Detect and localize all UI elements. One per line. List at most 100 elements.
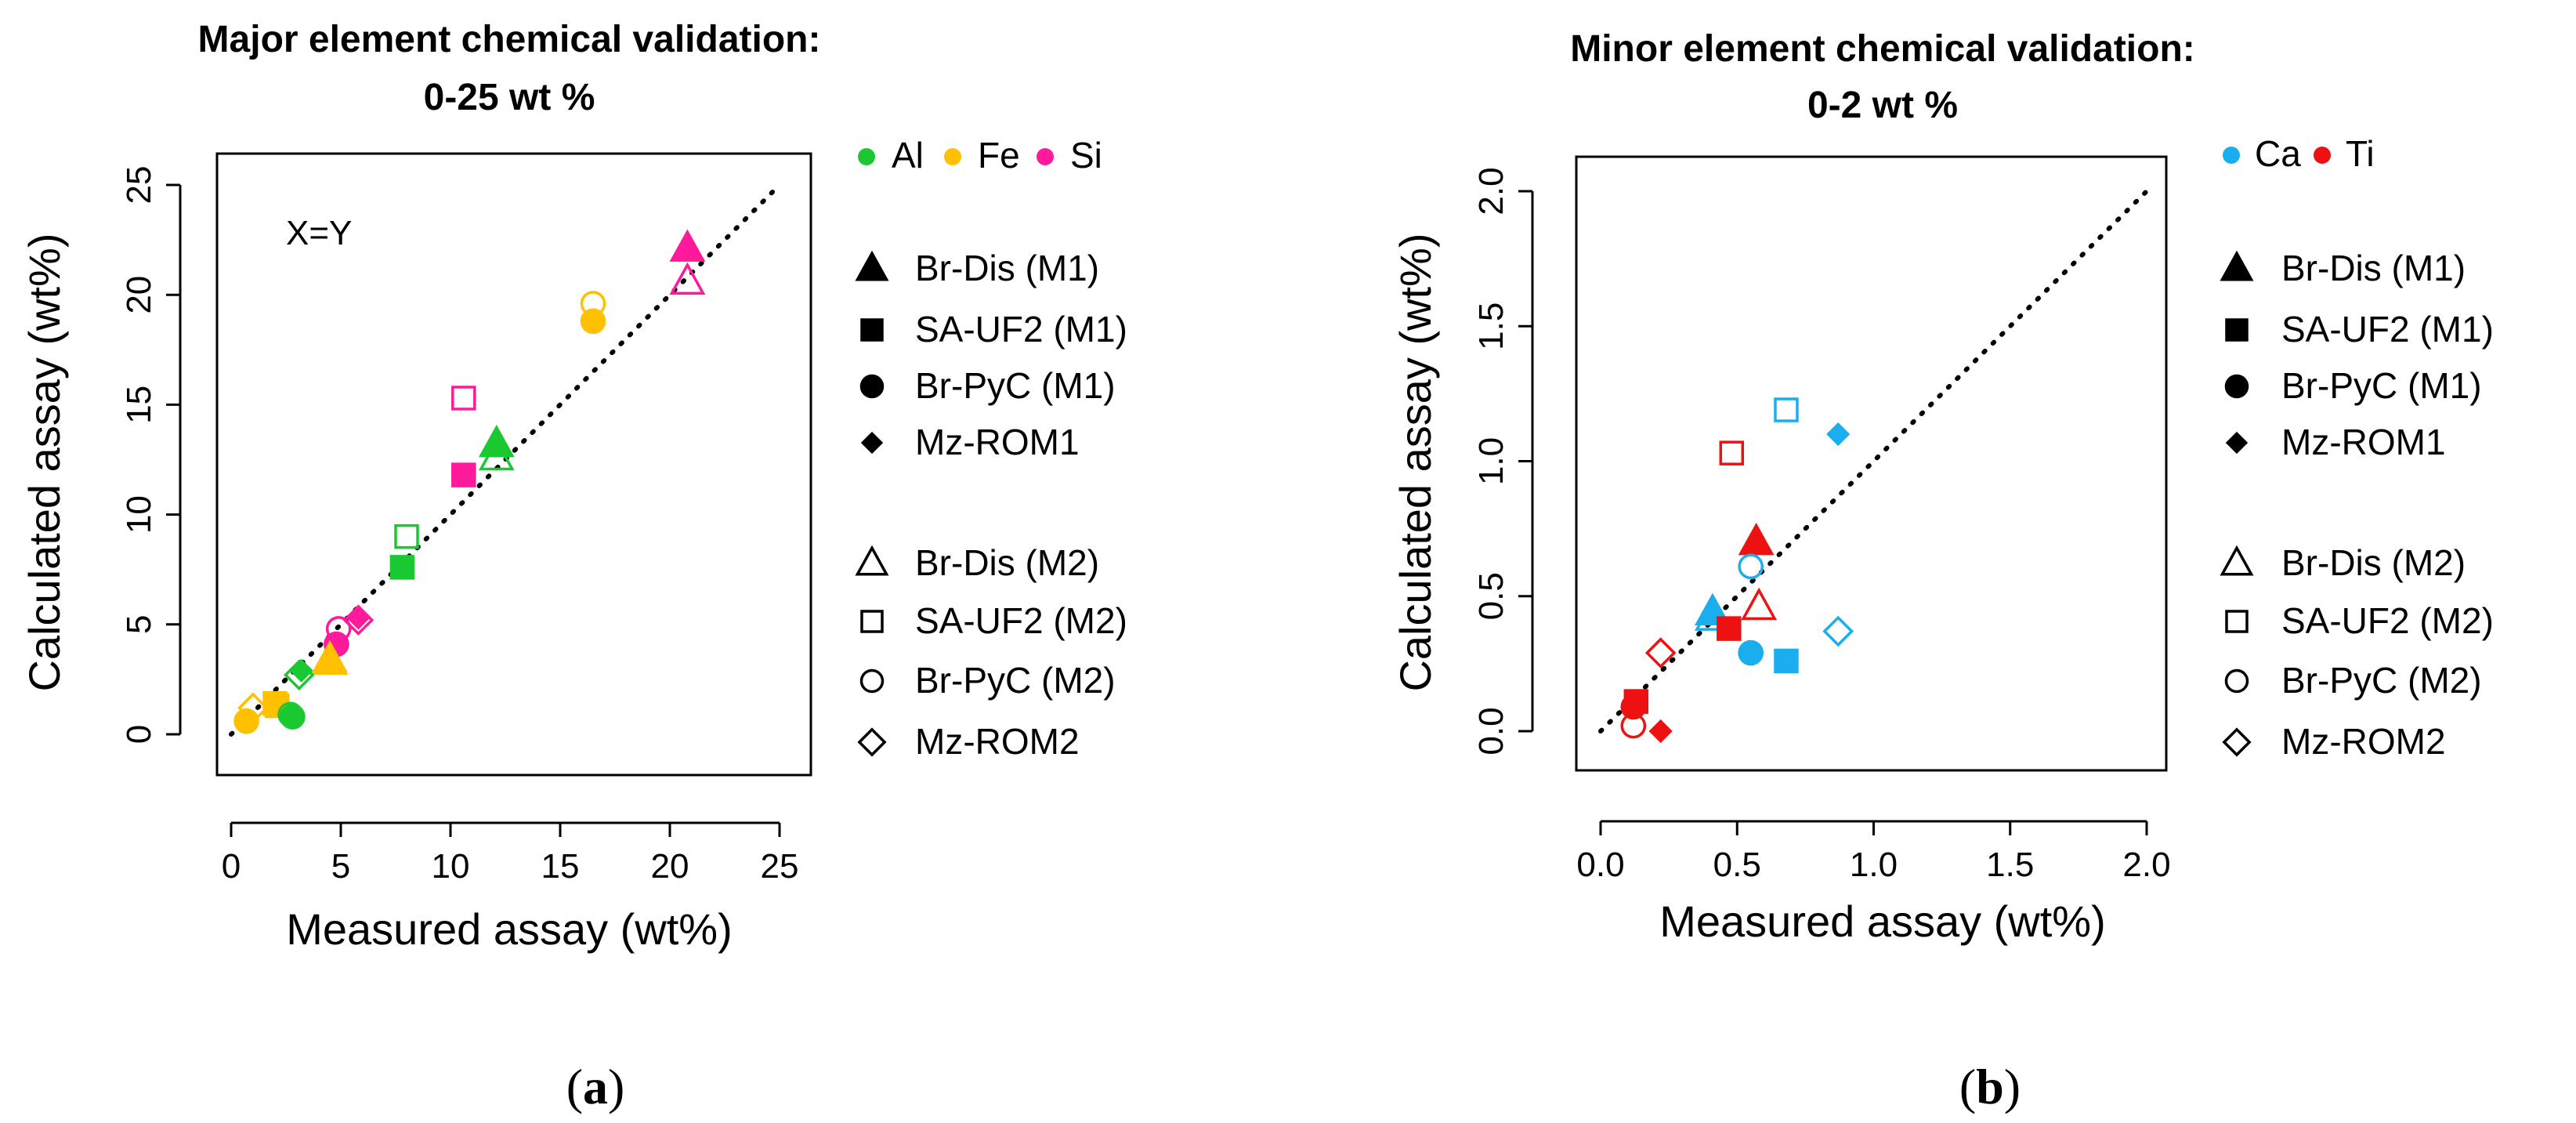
point-ca <box>1774 648 1799 674</box>
legend-sample-label: Br-Dis (M2) <box>915 542 1099 583</box>
legend-sample-marker <box>855 250 889 281</box>
y-tick-label: 25 <box>120 166 158 205</box>
x-tick-label: 0.0 <box>1576 846 1624 884</box>
point-ca <box>1826 422 1851 447</box>
point-si <box>451 386 476 411</box>
plot-frame <box>1575 155 2168 772</box>
legend-sample-marker <box>2224 668 2249 694</box>
y-axis-label: Calculated assay (wt%) <box>1391 233 1440 691</box>
legend-sample-label: Mz-ROM1 <box>915 422 1080 462</box>
x-tick-label: 10 <box>432 847 470 886</box>
element-legend: Al Fe Si <box>858 135 1102 176</box>
legend-si-label: Si <box>1070 135 1102 176</box>
x-equals-y-annotation: X=Y <box>286 214 352 252</box>
y-tick-label: 0.0 <box>1472 707 1511 755</box>
point-si <box>669 262 706 295</box>
point-ti <box>1620 694 1647 720</box>
legend-sample-marker <box>859 668 885 694</box>
x-tick-label: 0.5 <box>1713 846 1761 884</box>
sample-legend: Br-Dis (M1) SA-UF2 (M1) Br-PyC (M1) Mz-ROM1… <box>855 248 1127 762</box>
panel-a-major-elements: Major element chemical validation: 0-25 … <box>20 19 1127 1114</box>
x-equals-y-line <box>1598 189 2149 734</box>
y-tick-label: 2.0 <box>1472 167 1511 215</box>
legend-sample-label: Mz-ROM2 <box>2281 721 2446 762</box>
panel-caption: (b) <box>1959 1059 2021 1114</box>
y-tick-label: 5 <box>120 615 158 634</box>
data-points <box>233 229 706 734</box>
legend-sample-label: Mz-ROM1 <box>2281 422 2446 462</box>
legend-sample-marker <box>859 374 885 399</box>
legend-ca-label: Ca <box>2255 133 2301 174</box>
chart-subtitle: 0-2 wt % <box>1807 85 1958 126</box>
x-tick-label: 15 <box>541 847 580 886</box>
legend-sample-marker <box>2222 727 2252 757</box>
legend-fe-marker <box>944 148 961 165</box>
point-ca <box>1774 397 1799 422</box>
legend-al-label: Al <box>892 135 924 176</box>
legend-sample-label: SA-UF2 (M2) <box>2281 600 2494 641</box>
x-tick-label: 1.0 <box>1850 846 1898 884</box>
legend-sample-marker <box>855 545 889 576</box>
legend-sample-label: Br-Dis (M2) <box>2281 542 2466 583</box>
point-al <box>478 437 515 471</box>
point-si <box>669 229 706 262</box>
y-axis: 0 5 10 15 20 25 <box>120 166 182 744</box>
y-tick-label: 20 <box>120 276 158 314</box>
panel-caption: (a) <box>566 1059 625 1114</box>
x-axis-label: Measured assay (wt%) <box>1659 897 2106 946</box>
y-tick-label: 0 <box>120 725 158 744</box>
point-ti <box>1644 637 1677 668</box>
x-equals-y-line <box>229 183 782 737</box>
x-axis-label: Measured assay (wt%) <box>286 904 733 954</box>
y-axis: 0.0 0.5 1.0 1.5 2.0 <box>1472 167 1534 755</box>
legend-sample-label: SA-UF2 (M2) <box>915 600 1127 641</box>
x-tick-label: 5 <box>331 847 350 886</box>
legend-ca-marker <box>2223 147 2240 164</box>
chart-title: Major element chemical validation: <box>198 19 821 60</box>
legend-sample-marker <box>860 610 884 633</box>
point-ti <box>1741 587 1778 621</box>
legend-sample-marker <box>860 431 884 455</box>
x-tick-label: 25 <box>761 847 799 886</box>
point-ca <box>1738 639 1764 666</box>
y-tick-label: 1.0 <box>1472 437 1511 485</box>
legend-al-marker <box>858 148 875 165</box>
x-axis: 0.0 0.5 1.0 1.5 2.0 <box>1576 820 2171 884</box>
legend-sample-label: SA-UF2 (M1) <box>2281 309 2494 350</box>
point-ti <box>1648 719 1673 744</box>
point-ti <box>1719 440 1745 466</box>
legend-sample-marker <box>2225 610 2249 633</box>
legend-sample-label: Br-PyC (M2) <box>915 660 1116 701</box>
plot-frame <box>215 152 812 777</box>
point-ti <box>1717 616 1742 641</box>
sample-legend: Br-Dis (M1) SA-UF2 (M1) Br-PyC (M1) Mz-ROM1… <box>2220 248 2494 762</box>
y-tick-label: 15 <box>120 386 158 424</box>
y-tick-label: 0.5 <box>1472 572 1511 620</box>
legend-sample-marker <box>2220 545 2254 576</box>
x-axis: 0 5 10 15 20 25 <box>222 821 799 886</box>
point-si <box>451 462 476 487</box>
legend-sample-marker <box>2224 374 2249 399</box>
element-legend: Ca Ti <box>2223 133 2375 174</box>
chart-title: Minor element chemical validation: <box>1570 28 2195 70</box>
point-si <box>342 604 374 636</box>
point-ca <box>1738 553 1764 580</box>
legend-sample-marker <box>2225 318 2249 342</box>
x-tick-label: 1.5 <box>1986 846 2034 884</box>
point-al <box>389 555 415 580</box>
legend-sample-label: SA-UF2 (M1) <box>915 309 1127 350</box>
legend-sample-marker <box>857 727 887 757</box>
point-al <box>283 659 315 691</box>
point-ca <box>1694 598 1731 631</box>
x-tick-label: 0 <box>222 847 241 886</box>
point-fe <box>233 708 259 734</box>
legend-sample-marker <box>2225 431 2249 455</box>
legend-sample-label: Br-PyC (M1) <box>2281 365 2482 406</box>
legend-sample-label: Mz-ROM2 <box>915 721 1080 762</box>
panel-b-minor-elements: Minor element chemical validation: 0-2 w… <box>1391 28 2494 1114</box>
legend-fe-label: Fe <box>978 135 1020 176</box>
point-ti <box>1738 522 1775 556</box>
point-fe <box>312 642 348 676</box>
legend-sample-label: Br-Dis (M1) <box>2281 248 2466 288</box>
